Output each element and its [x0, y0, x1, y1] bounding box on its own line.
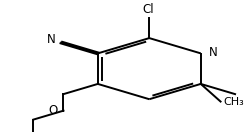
Text: O: O: [49, 104, 58, 117]
Text: N: N: [47, 33, 56, 46]
Text: Cl: Cl: [142, 3, 154, 16]
Text: N: N: [209, 46, 218, 59]
Text: CH₃: CH₃: [223, 97, 244, 107]
